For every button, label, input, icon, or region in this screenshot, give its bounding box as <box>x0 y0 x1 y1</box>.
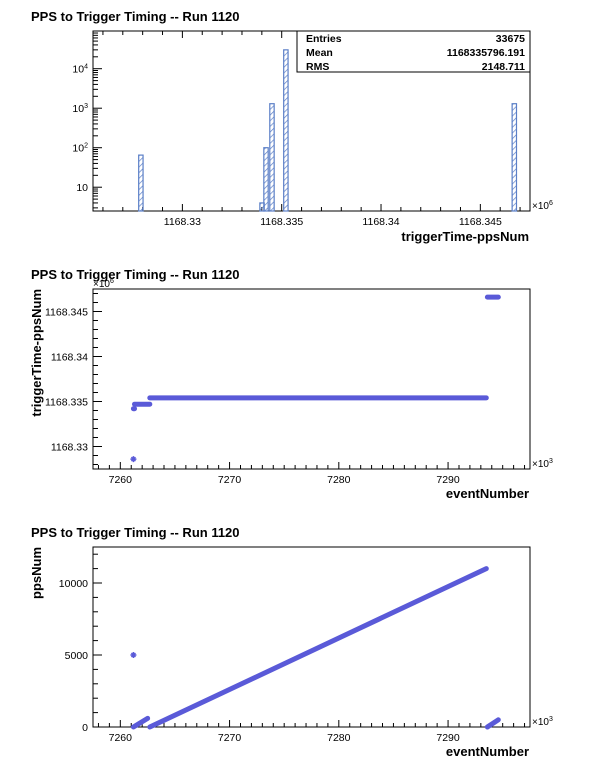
panel-3-axes: 7260 7270 7280 7290 0 5000 10000 ×103 <box>59 553 553 744</box>
panel-2-y-multiplier: ×106 <box>93 278 114 290</box>
panel-3-ytick-label: 10000 <box>59 578 88 590</box>
panel-3-xtick-label: 7270 <box>218 732 242 744</box>
panel-3-ylabel: ppsNum <box>29 547 44 599</box>
panel-1-histogram: PPS to Trigger Timing -- Run 1120 1168.3… <box>31 9 553 244</box>
scatter-band <box>130 715 151 730</box>
panel-2-axes: 7260 7270 7280 7290 1168.33 1168.335 1168.34 11… <box>45 278 553 486</box>
panel-3-ytick-label: 0 <box>82 722 88 734</box>
panel-3-scatter: PPS to Trigger Timing -- Run 1120 7260 72… <box>29 525 553 759</box>
panel-2-ytick-label: 1168.34 <box>51 352 88 364</box>
panel-2-scatter: PPS to Trigger Timing -- Run 1120 7260 72… <box>29 267 553 501</box>
panel-2-ytick-label: 1168.335 <box>45 397 88 409</box>
histogram-bar <box>138 154 144 212</box>
panel-3-title: PPS to Trigger Timing -- Run 1120 <box>31 525 240 540</box>
panel-2-xtick-label: 7270 <box>218 474 242 486</box>
panel-2-ylabel: triggerTime-ppsNum <box>29 289 44 417</box>
panel-2-points <box>130 294 501 463</box>
panel-2-ytick-label: 1168.345 <box>45 307 88 319</box>
panel-3-frame <box>92 546 531 728</box>
stats-value-rms: 2148.711 <box>482 61 525 73</box>
panel-1-bars <box>138 49 518 212</box>
panel-3-ytick-label: 5000 <box>65 650 89 662</box>
stats-box: Entries 33675 Mean 1168335796.191 RMS 21… <box>296 30 531 73</box>
panel-2-xlabel: eventNumber <box>446 486 529 501</box>
panel-1-ytick-label: 103 <box>72 103 88 115</box>
panel-2-x-multiplier: ×103 <box>532 458 553 470</box>
scatter-band <box>484 717 501 730</box>
panel-1-x-multiplier: ×106 <box>532 200 553 212</box>
panel-1-xtick-label: 1168.34 <box>362 216 399 228</box>
panel-2-frame <box>92 288 531 470</box>
panel-3-xtick-label: 7260 <box>109 732 133 744</box>
panel-1-ytick-label: 102 <box>72 143 88 155</box>
stats-label-rms: RMS <box>306 61 329 73</box>
stats-label-mean: Mean <box>306 47 333 59</box>
panel-1-xtick-label: 1168.335 <box>260 216 303 228</box>
panel-2-ytick-label: 1168.33 <box>51 442 88 454</box>
stats-label-entries: Entries <box>306 33 342 45</box>
panel-2-title: PPS to Trigger Timing -- Run 1120 <box>31 267 240 282</box>
histogram-bar <box>511 103 518 212</box>
panel-1-title: PPS to Trigger Timing -- Run 1120 <box>31 9 240 24</box>
panel-2-xtick-label: 7280 <box>327 474 351 486</box>
histogram-bar <box>269 103 275 212</box>
histogram-bar <box>283 49 289 212</box>
scatter-point <box>130 652 137 658</box>
stats-value-entries: 33675 <box>496 33 525 45</box>
stats-value-mean: 1168335796.191 <box>447 47 525 59</box>
stats-box-frame <box>296 30 531 73</box>
panel-1-xtick-label: 1168.345 <box>459 216 502 228</box>
panel-1-ytick-label: 10 <box>76 182 88 194</box>
panel-1-xlabel: triggerTime-ppsNum <box>401 229 529 244</box>
panel-3-xtick-label: 7290 <box>436 732 460 744</box>
panel-1-ytick-label: 104 <box>72 64 88 76</box>
scatter-point <box>130 456 137 463</box>
panel-1-xtick-label: 1168.33 <box>164 216 201 228</box>
panel-3-x-multiplier: ×103 <box>532 716 553 728</box>
panel-2-xtick-label: 7260 <box>109 474 133 486</box>
panel-3-xlabel: eventNumber <box>446 744 529 759</box>
histogram-bar <box>263 147 269 212</box>
scatter-band <box>147 566 489 730</box>
panel-3-xtick-label: 7280 <box>327 732 351 744</box>
panel-2-xtick-label: 7290 <box>436 474 460 486</box>
panel-3-points <box>130 566 501 730</box>
